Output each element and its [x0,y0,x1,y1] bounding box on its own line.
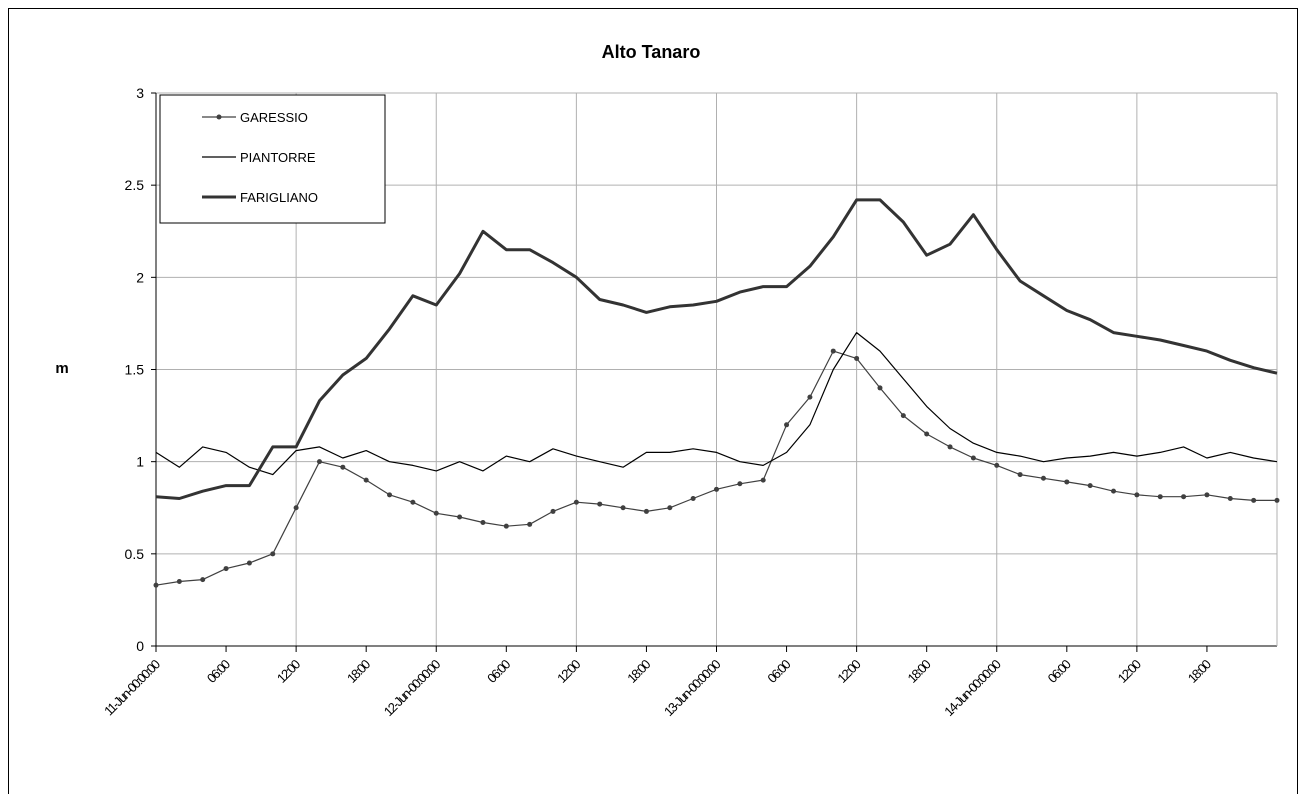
data-point [387,492,393,498]
series-line [155,198,1278,500]
data-point [316,459,322,465]
y-tick-label: 1 [136,454,144,470]
data-point [784,422,790,428]
data-point [597,501,603,507]
legend-label: PIANTORRE [240,150,316,165]
y-tick-label: 0 [136,638,144,654]
y-tick-label: 1.5 [125,362,145,378]
data-point [1134,492,1140,498]
data-point [153,582,159,588]
data-point [480,519,486,525]
data-point [457,514,463,520]
data-point [714,486,719,492]
data-point [340,464,346,470]
data-point [620,505,626,511]
data-point [900,413,906,419]
data-point [1111,488,1117,494]
legend-label: FARIGLIANO [240,190,318,205]
data-point [1251,497,1257,503]
data-point [807,394,813,400]
chart-title: Alto Tanaro [602,42,701,62]
data-point [994,462,1000,468]
data-point [573,499,579,505]
data-point [176,578,182,584]
data-point [924,431,930,437]
data-point [503,523,509,529]
data-point [1064,479,1070,485]
legend-marker [216,114,222,120]
data-point [270,551,276,557]
data-point [760,477,766,483]
data-point [1040,475,1046,481]
data-point [690,496,696,502]
data-point [1087,483,1093,489]
data-point [1227,496,1233,502]
data-point [947,444,953,450]
y-tick-label: 2.5 [125,177,145,193]
data-point [1157,494,1163,500]
data-point [433,510,439,516]
data-point [550,508,556,514]
data-point [667,505,673,511]
data-point [643,508,649,514]
data-point [410,499,416,505]
y-tick-label: 3 [136,85,144,101]
data-point [1181,494,1187,500]
data-point [363,477,369,483]
data-point [246,560,252,566]
data-point [1017,472,1023,478]
data-point [737,481,743,487]
data-point [527,521,533,527]
data-point [970,455,976,461]
data-point [293,505,299,511]
legend-box [159,94,386,224]
data-point [830,348,836,354]
y-axis-label: m [55,360,68,377]
data-point [1274,497,1280,503]
y-tick-label: 2 [136,269,144,285]
series-line [155,332,1278,476]
data-point [223,566,229,572]
y-tick-label: 0.5 [125,546,145,562]
legend-label: GARESSIO [240,110,308,125]
data-point [877,385,883,391]
data-point [200,577,206,583]
data-point [1204,492,1210,498]
data-point [854,355,860,361]
